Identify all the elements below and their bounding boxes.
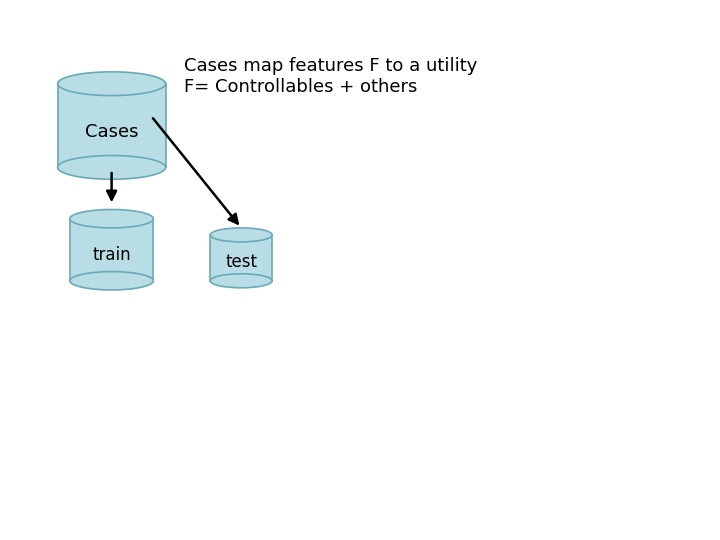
Text: train: train — [92, 246, 131, 264]
Bar — [210, 235, 272, 281]
Bar — [58, 84, 166, 167]
Ellipse shape — [58, 156, 166, 179]
Bar — [70, 219, 153, 281]
Ellipse shape — [70, 210, 153, 228]
Text: Cases: Cases — [85, 123, 138, 141]
Ellipse shape — [70, 272, 153, 290]
Ellipse shape — [210, 228, 272, 242]
Ellipse shape — [210, 274, 272, 288]
Text: Cases map features F to a utility
F= Controllables + others: Cases map features F to a utility F= Con… — [184, 57, 477, 96]
Text: test: test — [225, 253, 257, 271]
Ellipse shape — [58, 72, 166, 96]
